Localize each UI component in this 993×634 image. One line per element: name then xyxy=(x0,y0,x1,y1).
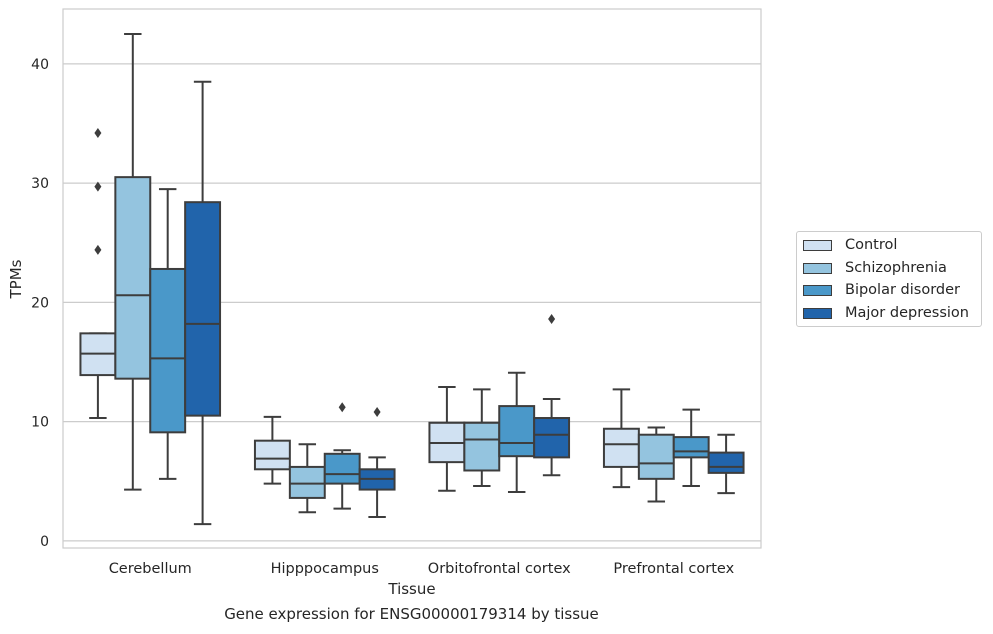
legend-item-control: Control xyxy=(803,236,897,254)
outlier-point xyxy=(94,244,102,255)
legend-item-bipolar-disorder: Bipolar disorder xyxy=(803,281,960,299)
plot-frame xyxy=(62,8,762,549)
x-tick-labels: Cerebellum Hipppocampus Orbitofrontal cort… xyxy=(109,561,735,577)
outlier-point xyxy=(94,181,102,192)
box-1-3 xyxy=(637,426,675,503)
iqr-box xyxy=(498,405,536,458)
y-tick-labels: 0 10 20 30 40 xyxy=(31,57,49,550)
outlier-point xyxy=(373,407,381,418)
x-tick-label: Orbitofrontal cortex xyxy=(428,561,571,577)
chart-caption: Gene expression for ENSG00000179314 by t… xyxy=(224,605,599,623)
box-0-3 xyxy=(602,388,640,489)
box-1-0 xyxy=(114,33,152,491)
x-tick-label: Hipppocampus xyxy=(271,561,379,577)
iqr-box xyxy=(288,465,326,499)
x-axis-label: Tissue xyxy=(387,580,435,598)
outlier-point xyxy=(94,128,102,139)
legend-swatch xyxy=(803,239,832,251)
legend-label: Schizophrenia xyxy=(845,260,947,276)
legend-label: Major depression xyxy=(845,305,969,321)
legend-item-major-depression: Major depression xyxy=(803,304,969,322)
legend-label: Control xyxy=(845,237,898,253)
iqr-box xyxy=(149,267,187,434)
box-3-3 xyxy=(707,433,745,495)
y-tick-label: 30 xyxy=(31,176,49,192)
y-tick-label: 20 xyxy=(31,295,49,311)
iqr-box xyxy=(463,421,501,472)
x-tick-label: Cerebellum xyxy=(109,561,192,577)
box-2-0 xyxy=(149,188,187,480)
y-tick-label: 40 xyxy=(31,57,49,73)
box-1-1 xyxy=(288,443,326,514)
box-2-2 xyxy=(498,371,536,493)
outlier-point xyxy=(548,314,556,325)
x-tick-label: Prefrontal cortex xyxy=(613,561,734,577)
iqr-box xyxy=(114,176,152,380)
iqr-box xyxy=(184,201,222,417)
y-axis-label: TPMs xyxy=(7,259,25,299)
iqr-box xyxy=(602,427,640,468)
box-2-3 xyxy=(672,408,710,487)
chart-legend: Control Schizophrenia Bipolar disorder M… xyxy=(796,231,982,327)
iqr-box xyxy=(672,436,710,459)
box-2-1 xyxy=(323,402,361,510)
legend-item-schizophrenia: Schizophrenia xyxy=(803,259,947,277)
legend-label: Bipolar disorder xyxy=(845,282,960,298)
box-3-1 xyxy=(358,407,396,518)
outlier-point xyxy=(338,402,346,413)
box-3-2 xyxy=(533,314,571,477)
y-tick-label: 0 xyxy=(40,534,49,550)
box-0-0 xyxy=(79,128,117,420)
iqr-box xyxy=(533,417,571,459)
box-1-2 xyxy=(463,388,501,487)
iqr-box xyxy=(707,451,745,474)
box-0-2 xyxy=(428,386,466,492)
iqr-box xyxy=(253,439,291,471)
box-plot-boxes xyxy=(79,33,745,526)
legend-swatch xyxy=(803,307,832,319)
box-3-0 xyxy=(184,80,222,526)
y-tick-label: 10 xyxy=(31,415,49,431)
box-0-1 xyxy=(253,415,291,485)
iqr-box xyxy=(323,452,361,485)
iqr-box xyxy=(637,433,675,480)
legend-swatch xyxy=(803,262,832,274)
legend-swatch xyxy=(803,284,832,296)
